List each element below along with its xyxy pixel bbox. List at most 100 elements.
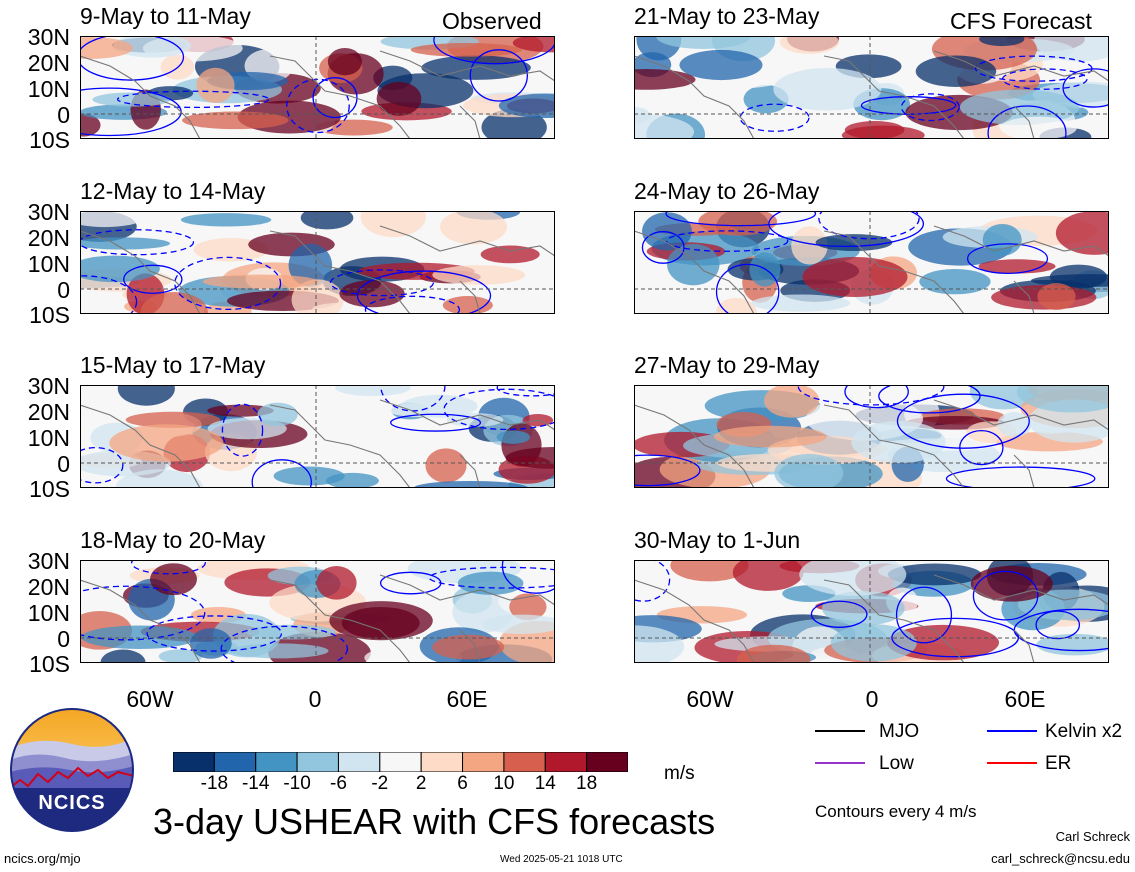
shading-blob bbox=[432, 634, 505, 660]
kelvin-contour bbox=[496, 385, 555, 397]
lon-label-60e-obs: 60E bbox=[446, 686, 488, 712]
kelvin-contour bbox=[768, 211, 925, 248]
kelvin-contour bbox=[356, 270, 492, 314]
shading-blob bbox=[634, 625, 685, 663]
kelvin-contour bbox=[665, 230, 789, 252]
colorbar-swatch bbox=[420, 751, 464, 773]
ncics-logo-icon bbox=[10, 708, 134, 832]
shading-blob bbox=[1016, 385, 1109, 413]
kelvin-contour bbox=[945, 466, 1096, 488]
shading-blob bbox=[915, 55, 997, 88]
shading-blob bbox=[117, 385, 175, 406]
shading-blob bbox=[679, 49, 763, 81]
shading-blob bbox=[774, 453, 844, 488]
map-svg bbox=[80, 36, 555, 139]
kelvin-contour bbox=[130, 560, 206, 575]
lat-label: 10S bbox=[29, 651, 70, 677]
shading-blob bbox=[1000, 116, 1077, 139]
lat-label: 0 bbox=[57, 451, 70, 477]
kelvin-contour bbox=[715, 263, 780, 314]
observed-label: Observed bbox=[442, 8, 542, 34]
kelvin-contour bbox=[80, 229, 195, 256]
panel-title-fcst-4: 30-May to 1-Jun bbox=[634, 527, 801, 553]
panel-title-fcst-1: 21-May to 23-May bbox=[634, 3, 820, 29]
shading-blob bbox=[481, 614, 555, 634]
shading-blob bbox=[1049, 264, 1107, 289]
map-svg bbox=[634, 36, 1109, 139]
kelvin-contour bbox=[959, 429, 1004, 466]
lon-label-0-obs: 0 bbox=[308, 686, 322, 712]
colorbar-tick-label: -6 bbox=[330, 773, 347, 794]
lat-label: 10N bbox=[27, 76, 70, 102]
panel-title-obs-1: 9-May to 11-May bbox=[80, 3, 251, 29]
shading-blob bbox=[714, 636, 826, 652]
footer-timestamp: Wed 2025-05-21 1018 UTC bbox=[500, 854, 623, 865]
shading-blob bbox=[432, 265, 526, 285]
kelvin-contour bbox=[966, 243, 1049, 275]
kelvin-contour bbox=[364, 295, 461, 314]
kelvin-contour bbox=[641, 231, 685, 264]
kelvin-contour bbox=[220, 625, 349, 663]
shading-blob bbox=[512, 36, 555, 53]
coastline bbox=[80, 574, 555, 663]
map-svg bbox=[634, 211, 1109, 314]
kelvin-contour bbox=[634, 560, 671, 602]
map-panel-obs-2 bbox=[80, 211, 555, 314]
kelvin-contour bbox=[390, 413, 482, 432]
coastline bbox=[80, 399, 555, 488]
shading-blob bbox=[273, 466, 345, 486]
kelvin-contour bbox=[123, 264, 183, 294]
legend-label-kelvin: Kelvin x2 bbox=[1045, 721, 1123, 742]
shading-blob bbox=[634, 113, 695, 139]
kelvin-contour bbox=[116, 90, 270, 109]
shading-blob bbox=[100, 649, 146, 663]
shading-blob bbox=[799, 560, 907, 596]
kelvin-contour bbox=[80, 585, 206, 641]
shading-blob bbox=[425, 448, 467, 483]
lat-label: 0 bbox=[57, 277, 70, 303]
shading-blob bbox=[1017, 589, 1109, 621]
shading-blob bbox=[291, 279, 344, 314]
lon-label-60e-fcst: 60E bbox=[1004, 686, 1046, 712]
kelvin-contour bbox=[80, 275, 138, 314]
shading-blob bbox=[442, 296, 493, 314]
shading-blob bbox=[802, 256, 908, 297]
figure-title: 3-day USHEAR with CFS forecasts bbox=[153, 801, 716, 842]
shading-blob bbox=[715, 297, 757, 314]
panel-title-obs-3: 15-May to 17-May bbox=[80, 352, 266, 378]
map-frame bbox=[80, 36, 555, 139]
lon-label-60w-obs: 60W bbox=[126, 686, 174, 712]
colorbar-swatch bbox=[503, 751, 546, 773]
shading-blob bbox=[997, 412, 1032, 438]
coastline bbox=[80, 225, 555, 314]
shading-blob bbox=[667, 243, 720, 286]
shading-blob bbox=[327, 47, 362, 76]
lat-label: 30N bbox=[27, 548, 70, 574]
shading-blob bbox=[815, 234, 893, 252]
map-svg bbox=[80, 560, 555, 663]
shading-blob bbox=[190, 628, 232, 659]
legend-label-mjo: MJO bbox=[879, 721, 920, 742]
shading-blob bbox=[830, 624, 917, 662]
colorbar-tick-label: 14 bbox=[534, 773, 556, 794]
kelvin-contour bbox=[665, 211, 817, 227]
coastline bbox=[634, 50, 1109, 139]
shading-blob bbox=[919, 268, 991, 295]
legend-line-low bbox=[815, 762, 865, 764]
map-svg bbox=[634, 385, 1109, 488]
shading-blob bbox=[959, 89, 1080, 126]
lat-label: 20N bbox=[27, 574, 70, 600]
shading-blob bbox=[400, 394, 478, 418]
kelvin-contour bbox=[1062, 68, 1109, 108]
shading-blob bbox=[329, 601, 433, 641]
footer-url: ncics.org/mjo bbox=[4, 851, 81, 866]
shading-blob bbox=[764, 385, 820, 418]
lat-label: 10N bbox=[27, 600, 70, 626]
shading-blob bbox=[182, 111, 289, 130]
shading-blob bbox=[440, 211, 507, 245]
shading-blob bbox=[887, 624, 1000, 661]
lat-label: 30N bbox=[27, 24, 70, 50]
kelvin-contour bbox=[221, 403, 264, 457]
colorbar-units: m/s bbox=[664, 763, 695, 784]
coastline bbox=[634, 399, 1109, 488]
